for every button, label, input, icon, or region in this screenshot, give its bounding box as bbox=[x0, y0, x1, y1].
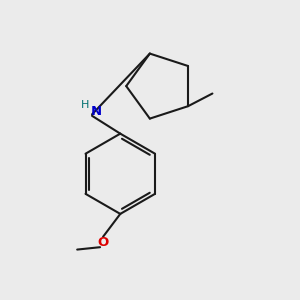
Text: O: O bbox=[98, 236, 109, 249]
Text: N: N bbox=[91, 105, 102, 118]
Text: H: H bbox=[80, 100, 89, 110]
